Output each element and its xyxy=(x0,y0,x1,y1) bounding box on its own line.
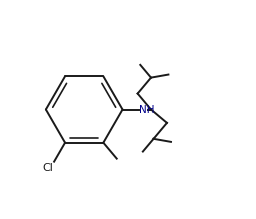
Text: NH: NH xyxy=(139,105,155,115)
Text: Cl: Cl xyxy=(42,163,53,173)
